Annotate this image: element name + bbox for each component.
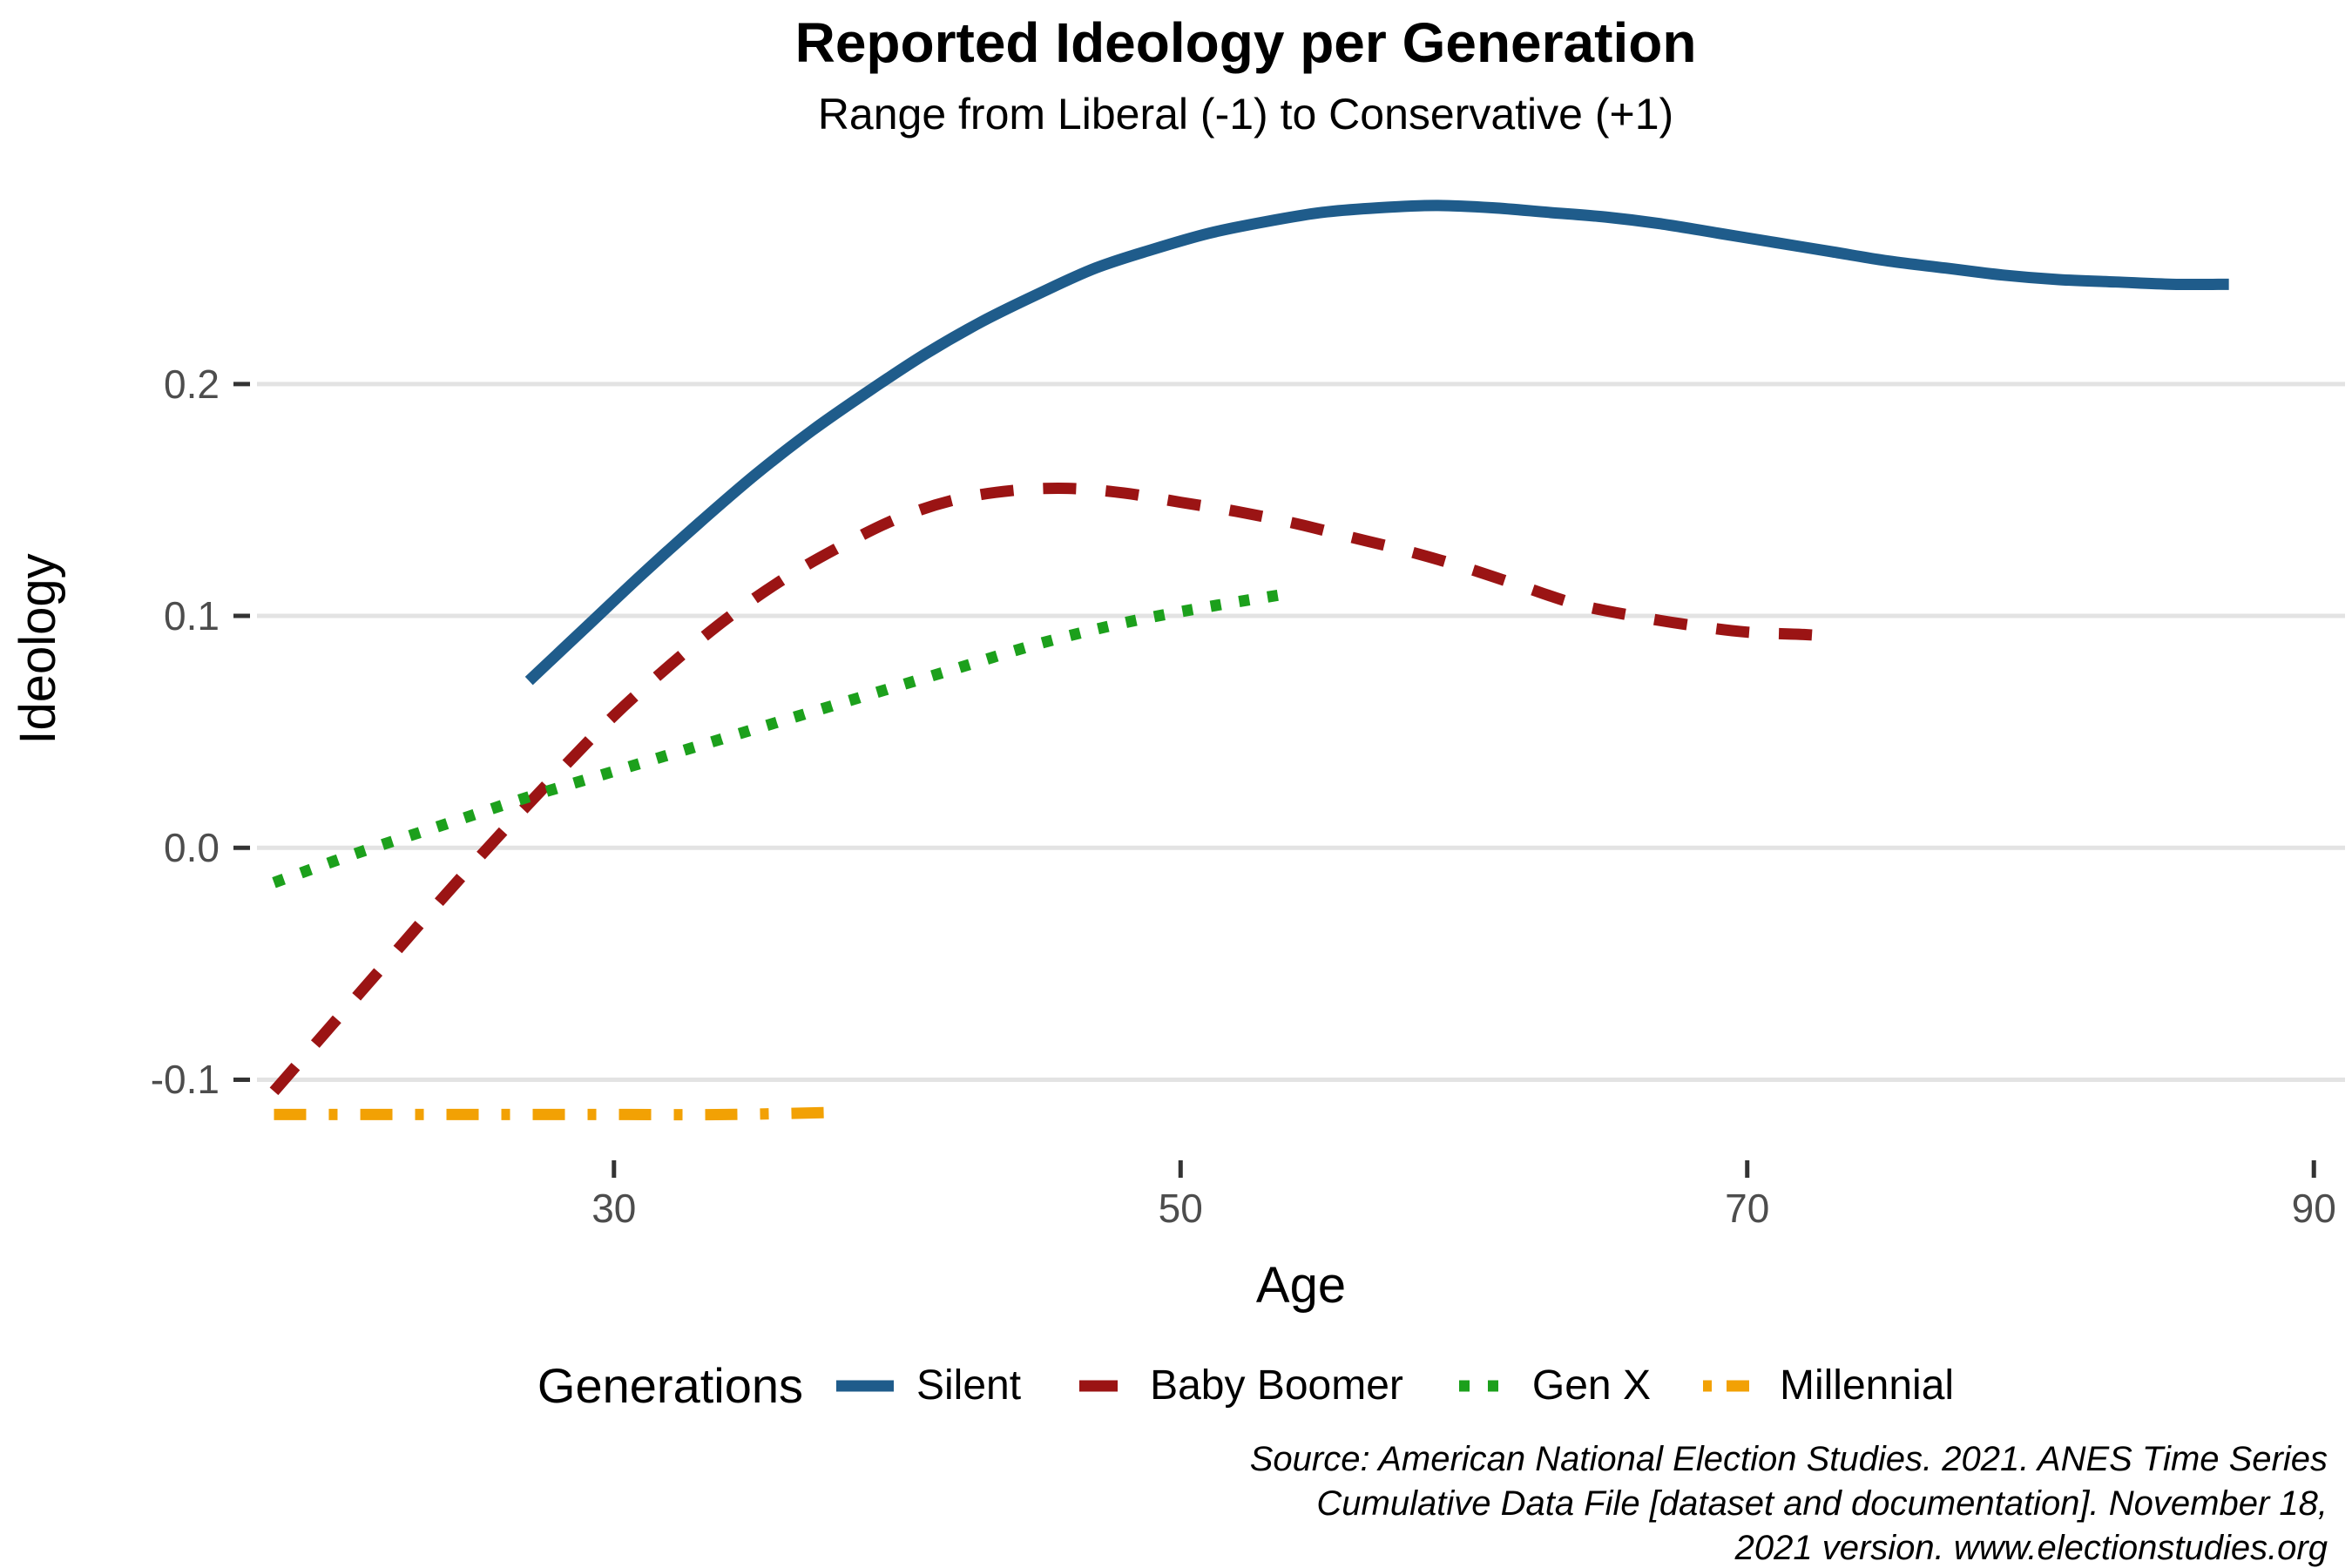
legend: Generations Silent Baby Boomer Gen X Millen… [148, 1357, 2343, 1414]
legend-title: Generations [537, 1358, 803, 1413]
legend-key-baby-boomer [1079, 1380, 1119, 1391]
x-axis-title: Age [1255, 1257, 1347, 1314]
x-tick-label: 30 [591, 1186, 637, 1231]
legend-key-gen-x [1458, 1380, 1506, 1391]
legend-label: Silent [916, 1362, 1022, 1409]
y-tick-label: 0.1 [164, 593, 220, 639]
legend-items: Silent Baby Boomer Gen X Millennial [836, 1362, 1954, 1409]
chart-subtitle: Range from Liberal (-1) to Conservative … [817, 90, 1674, 139]
caption-line: Cumulative Data File [dataset and docume… [1316, 1484, 2328, 1524]
chart-title: Reported Ideology per Generation [794, 11, 1697, 74]
y-tick-label: 0.0 [164, 825, 220, 871]
x-tick-label: 50 [1158, 1186, 1203, 1231]
y-tick-label: -0.1 [150, 1057, 220, 1103]
x-tick-label: 90 [2291, 1186, 2336, 1231]
y-axis-title: Ideology [10, 553, 66, 745]
legend-item-silent: Silent [836, 1362, 1021, 1409]
caption-line: Source: American National Election Studi… [1249, 1440, 2328, 1478]
y-tick-label: 0.2 [164, 361, 220, 407]
series-line-baby-boomer [269, 483, 1833, 1096]
series-line-gen-x [272, 587, 1295, 889]
caption-line: 2021 version. www.electionstudies.org [1734, 1529, 2328, 1568]
x-tick-label: 70 [1725, 1186, 1770, 1231]
legend-label: Baby Boomer [1150, 1362, 1403, 1409]
series-line-silent [524, 199, 2229, 686]
source-caption: Source: American National Election Studi… [1250, 1437, 2328, 1568]
legend-item-gen-x: Gen X [1452, 1362, 1651, 1409]
legend-item-baby-boomer: Baby Boomer [1070, 1362, 1403, 1409]
legend-item-millennial: Millennial [1700, 1362, 1954, 1409]
series-line-millennial [274, 1106, 841, 1121]
legend-key-millennial [1702, 1380, 1755, 1391]
legend-label: Gen X [1531, 1362, 1651, 1409]
legend-label: Millennial [1779, 1362, 1955, 1409]
legend-key-silent [836, 1380, 894, 1391]
